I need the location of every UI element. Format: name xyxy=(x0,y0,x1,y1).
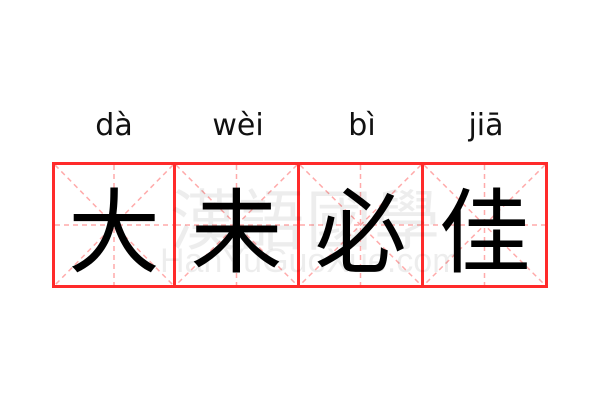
guide-lines xyxy=(424,165,545,285)
guide-line xyxy=(424,165,545,285)
pinyin: jiā xyxy=(468,108,504,143)
character: 大 xyxy=(67,179,160,287)
guide-lines xyxy=(55,165,173,285)
character: 佳 xyxy=(438,179,531,287)
guide-lines xyxy=(300,165,421,285)
guide-line xyxy=(176,165,297,285)
character: 必 xyxy=(314,179,407,287)
pinyin: wèi xyxy=(212,108,264,143)
character-cell: 佳 xyxy=(424,162,548,288)
pinyin: dà xyxy=(95,108,133,143)
guide-line xyxy=(55,165,173,285)
character-grid: 大 未 必 佳 xyxy=(52,162,548,288)
character-cell: 必 xyxy=(300,162,424,288)
character-cell: 未 xyxy=(176,162,300,288)
character: 未 xyxy=(190,179,283,287)
guide-lines xyxy=(176,165,297,285)
guide-line xyxy=(300,165,421,285)
pinyin-row: dà wèi bì jiā xyxy=(52,108,548,143)
character-cell: 大 xyxy=(52,162,176,288)
pinyin: bì xyxy=(348,108,376,143)
